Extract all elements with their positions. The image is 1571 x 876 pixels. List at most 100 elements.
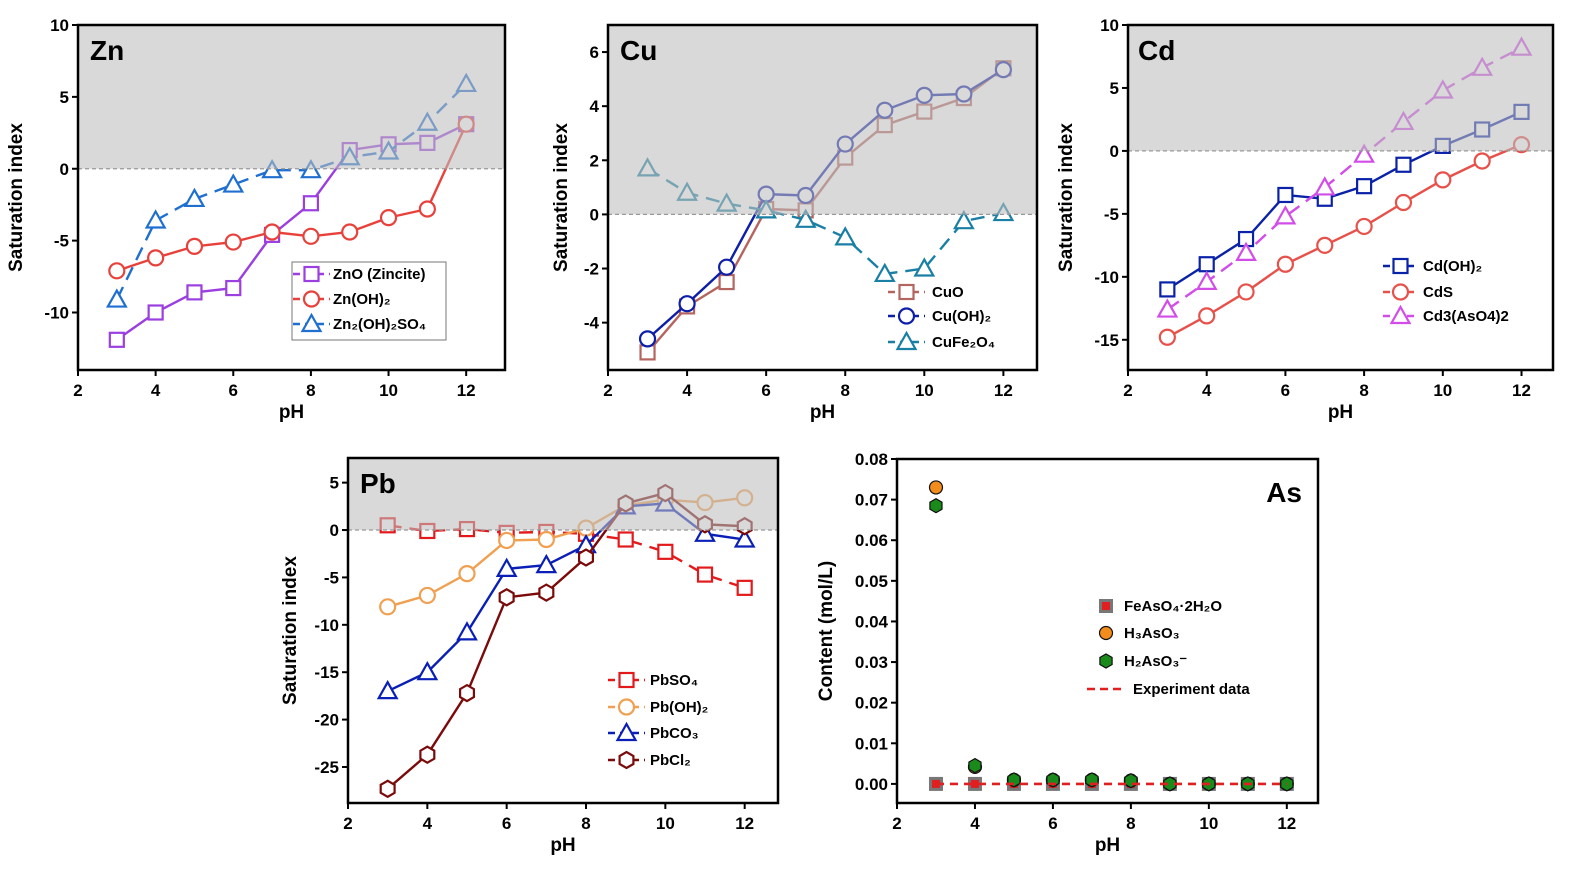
y-axis-label: Content (mol/L): [816, 561, 837, 701]
legend-item: Pb(OH)₂: [608, 698, 708, 716]
legend: Cd(OH)₂ CdS Cd3(AsO4)2: [1383, 257, 1509, 325]
legend-label: CdS: [1423, 284, 1453, 301]
data-point: [617, 531, 634, 548]
legend-item: PbSO₄: [608, 671, 698, 689]
x-tick-label: 4: [151, 381, 161, 400]
data-point: [1158, 328, 1176, 346]
data-point: [535, 553, 558, 574]
x-tick-label: 8: [581, 814, 590, 833]
data-point: [1274, 205, 1297, 225]
data-point: [185, 237, 204, 255]
x-tick-label: 8: [841, 381, 850, 400]
y-tick-label: -10: [314, 616, 339, 635]
legend-marker: [1391, 283, 1410, 301]
legend-label: Cd3(AsO4)2: [1423, 308, 1509, 325]
legend-label: Cu(OH)₂: [932, 308, 991, 325]
legend-item: Cd3(AsO4)2: [1383, 304, 1509, 325]
data-point: [459, 683, 475, 703]
x-axis-label: pH: [810, 402, 835, 423]
panel-title: Zn: [90, 35, 124, 66]
legend-label: Zn₂(OH)₂SO₄: [333, 316, 426, 333]
x-tick-label: 4: [423, 814, 433, 833]
legend: CuO Cu(OH)₂ CuFe₂O₄: [888, 283, 995, 351]
series-2: [929, 498, 1294, 792]
data-point: [498, 531, 516, 550]
y-tick-label: 6: [590, 43, 599, 62]
legend-marker: [1389, 304, 1412, 325]
data-point: [183, 187, 206, 208]
legend-label: Experiment data: [1133, 681, 1250, 698]
y-tick-label: -10: [1094, 268, 1119, 287]
x-tick-label: 6: [761, 381, 770, 400]
x-tick-label: 12: [994, 381, 1013, 400]
y-axis-label: Saturation index: [280, 556, 301, 705]
y-tick-label: 10: [50, 16, 69, 35]
data-point: [419, 745, 436, 764]
x-axis-label: pH: [1328, 402, 1353, 423]
data-point: [1316, 236, 1334, 254]
legend-marker: [1099, 653, 1113, 669]
legend-item: H₃AsO₃: [1098, 625, 1180, 642]
legend-item: Experiment data: [1087, 681, 1250, 698]
legend-label: Zn(OH)₂: [333, 291, 390, 308]
y-tick-label: 0.05: [855, 572, 888, 591]
x-tick-label: 2: [603, 381, 612, 400]
chart-cd: 2 4 6 8 10 12 10 5 0 -5 -10 -15 pH Saturation index Cd…: [1056, 16, 1555, 423]
legend-item: FeAsO₄·2H₂O: [1099, 598, 1222, 615]
data-point: [1355, 217, 1373, 236]
legend-label: ZnO (Zincite): [333, 266, 426, 283]
y-tick-label: 0.00: [855, 775, 888, 794]
x-tick-label: 6: [229, 381, 238, 400]
data-point: [834, 226, 857, 246]
legend-label: H₂AsO₃⁻: [1124, 653, 1187, 670]
series-line: [116, 123, 468, 272]
y-tick-label: -5: [1104, 205, 1119, 224]
x-tick-label: 10: [1199, 814, 1218, 833]
legend-item: Cd(OH)₂: [1383, 257, 1482, 275]
y-tick-label: 0: [1110, 142, 1119, 161]
data-point: [379, 598, 397, 616]
y-tick-label: 0: [330, 521, 339, 540]
data-point: [638, 330, 657, 348]
legend-item: PbCO₃: [608, 721, 699, 742]
y-tick-label: 0: [590, 205, 599, 224]
data-point: [222, 173, 245, 193]
legend-label: PbCl₂: [650, 752, 691, 769]
y-tick-label: 0.02: [855, 694, 888, 713]
legend-item: PbCl₂: [608, 750, 691, 770]
legend-label: Pb(OH)₂: [650, 699, 708, 716]
supersaturation-region: [348, 458, 778, 531]
supersaturation-region: [608, 25, 1037, 215]
data-point: [498, 588, 515, 607]
data-point: [263, 223, 281, 241]
data-point: [733, 528, 756, 548]
y-tick-label: -2: [584, 260, 599, 279]
data-point: [108, 331, 125, 348]
x-tick-label: 10: [915, 381, 934, 400]
x-tick-label: 6: [1281, 381, 1290, 400]
x-tick-label: 4: [970, 814, 980, 833]
y-tick-label: 2: [590, 151, 599, 170]
x-tick-label: 8: [1126, 814, 1135, 833]
data-point: [1280, 776, 1294, 792]
panel-title: Pb: [360, 468, 396, 499]
legend-marker: [618, 750, 635, 770]
data-point: [968, 757, 982, 774]
data-point: [639, 344, 656, 361]
data-point: [1434, 171, 1452, 189]
panel-title: Cu: [620, 35, 657, 66]
legend: ZnO (Zincite) Zn(OH)₂ Zn₂(OH)₂SO₄: [291, 261, 447, 341]
data-point: [1124, 773, 1138, 789]
x-tick-label: 6: [1048, 814, 1057, 833]
y-tick-label: 5: [1110, 79, 1119, 98]
data-point: [456, 621, 478, 641]
supersaturation-region: [1128, 25, 1553, 151]
data-point: [718, 258, 736, 276]
legend-marker: [897, 307, 916, 325]
legend-item: Zn(OH)₂: [293, 290, 390, 308]
legend-marker: [1392, 257, 1409, 275]
legend-marker: [300, 312, 323, 333]
data-point: [418, 200, 436, 218]
y-tick-label: -5: [324, 568, 339, 587]
